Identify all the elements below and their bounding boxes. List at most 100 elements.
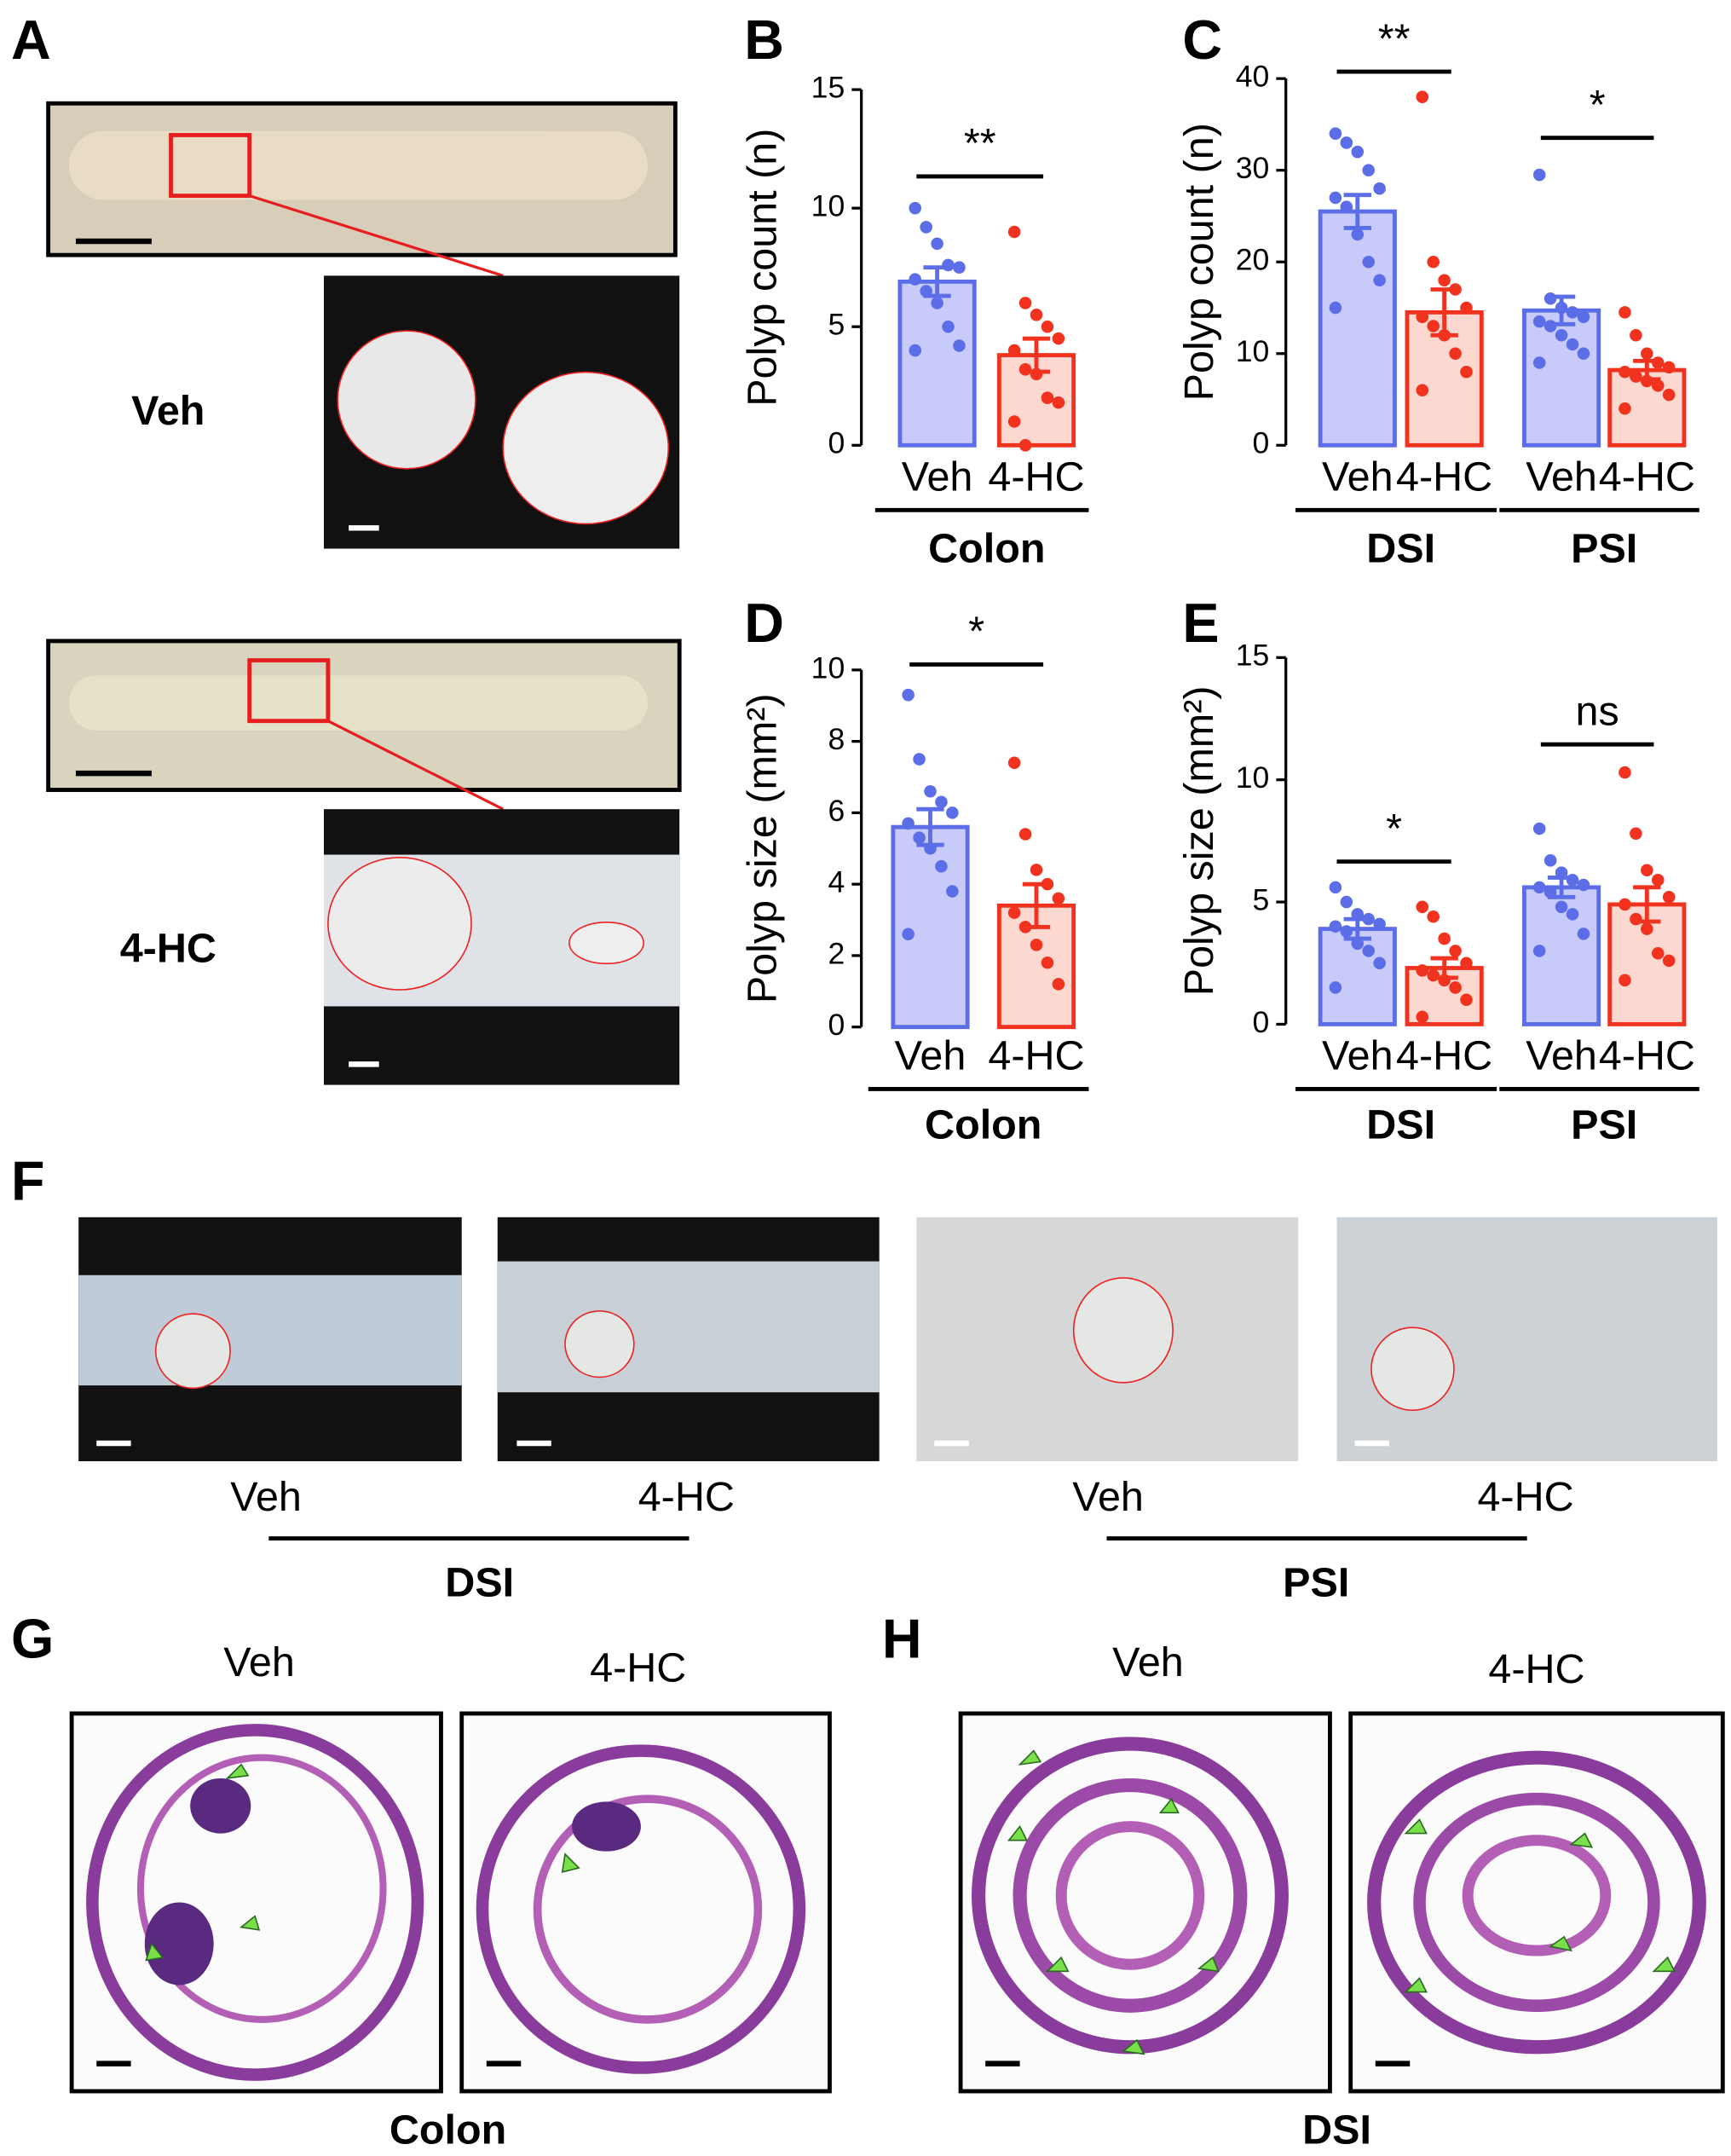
arrowhead [1652, 1956, 1676, 1973]
data-point [1652, 873, 1665, 887]
data-point [1532, 315, 1546, 328]
polyp [564, 1309, 635, 1379]
data-point [1630, 328, 1642, 342]
polyp [154, 1313, 231, 1390]
data-point [1007, 344, 1021, 357]
data-point [909, 344, 921, 357]
panel-label: C [1182, 9, 1222, 71]
panel-label: H [882, 1608, 922, 1670]
data-point [1329, 301, 1342, 315]
y-tick-label: 15 [811, 70, 845, 104]
data-point [1566, 908, 1579, 921]
data-point [1449, 981, 1462, 994]
tissue-ring [136, 1754, 387, 2023]
data-point [1460, 993, 1473, 1007]
data-point [1351, 145, 1365, 159]
data-point [935, 859, 948, 873]
error-bar [1430, 956, 1458, 980]
x-tick-label: 4-HC [988, 1033, 1084, 1079]
data-point [1555, 328, 1568, 342]
panel-label: A [11, 9, 51, 71]
tissue [68, 130, 649, 200]
data-point [1007, 225, 1021, 239]
data-point [1427, 910, 1440, 923]
data-point [1460, 957, 1473, 970]
error-bar [1022, 336, 1051, 374]
significance-label: * [968, 609, 984, 655]
data-point [1662, 361, 1676, 374]
data-point [1007, 415, 1021, 428]
group-label: DSI [1366, 1102, 1435, 1148]
zoom-box [169, 133, 252, 199]
tissue-ring [1367, 1750, 1706, 2055]
x-tick-label: Veh [1526, 1033, 1597, 1079]
data-point [942, 320, 955, 333]
condition-label: Veh [230, 1474, 302, 1520]
polyp [1370, 1327, 1455, 1412]
data-point [946, 806, 959, 819]
data-point [1532, 945, 1546, 957]
condition-label: 4-HC [1488, 1646, 1584, 1692]
data-point [1052, 892, 1065, 905]
data-point [1532, 822, 1546, 835]
data-point [1641, 347, 1653, 361]
data-point [1329, 881, 1342, 894]
panel-label: G [11, 1608, 54, 1670]
data-point [931, 237, 943, 251]
data-point [1416, 90, 1429, 103]
data-point [1340, 136, 1353, 149]
data-point [1618, 402, 1631, 415]
x-tick-label: Veh [1322, 454, 1393, 500]
y-tick-label: 40 [1236, 60, 1270, 94]
arrowhead [1158, 1797, 1180, 1814]
error-bar [1343, 916, 1371, 941]
group-label: PSI [1571, 1102, 1637, 1148]
data-point [1052, 978, 1065, 991]
data-point [1566, 338, 1579, 351]
arrowhead [1045, 1956, 1070, 1973]
data-point [1427, 255, 1440, 269]
data-point [1030, 939, 1043, 951]
tissue [144, 1902, 214, 1985]
x-tick-label: 4-HC [1599, 454, 1695, 500]
arrowhead [1018, 1749, 1042, 1766]
significance-label: ns [1576, 688, 1619, 734]
condition-label: Veh [1112, 1639, 1184, 1685]
tissue [78, 1275, 462, 1386]
data-point [1427, 320, 1440, 332]
data-point [946, 885, 959, 898]
data-point [1362, 164, 1375, 176]
bar [1318, 209, 1397, 448]
data-point [1041, 320, 1054, 333]
data-point [1373, 274, 1386, 287]
data-point [1416, 900, 1429, 914]
tissue-label: Colon [389, 2107, 506, 2153]
data-point [1373, 957, 1386, 970]
panel-label: D [744, 592, 784, 654]
data-point [1438, 932, 1451, 945]
group-label: Colon [925, 1102, 1041, 1148]
data-point [1532, 356, 1546, 369]
data-point [1662, 388, 1676, 402]
tissue [190, 1777, 251, 1834]
data-point [1329, 191, 1342, 205]
y-tick-label: 0 [1253, 426, 1270, 460]
zoom-box [247, 658, 331, 724]
y-tick-label: 15 [1236, 639, 1270, 673]
data-point [902, 928, 915, 941]
x-tick-label: Veh [1526, 454, 1597, 500]
data-point [931, 297, 943, 309]
arrowhead [225, 1763, 250, 1780]
y-tick-label: 0 [828, 1008, 845, 1042]
condition-label: 4-HC [638, 1474, 735, 1520]
data-point [1652, 947, 1665, 960]
y-tick-label: 2 [828, 936, 845, 970]
error-bar [1547, 875, 1576, 899]
arrowhead [1121, 2038, 1145, 2055]
tissue-ring [1413, 1792, 1660, 2013]
group-label: PSI [1571, 526, 1637, 572]
data-point [1438, 274, 1451, 287]
significance-label: ** [1378, 15, 1411, 61]
x-tick-label: 4-HC [1599, 1033, 1695, 1079]
